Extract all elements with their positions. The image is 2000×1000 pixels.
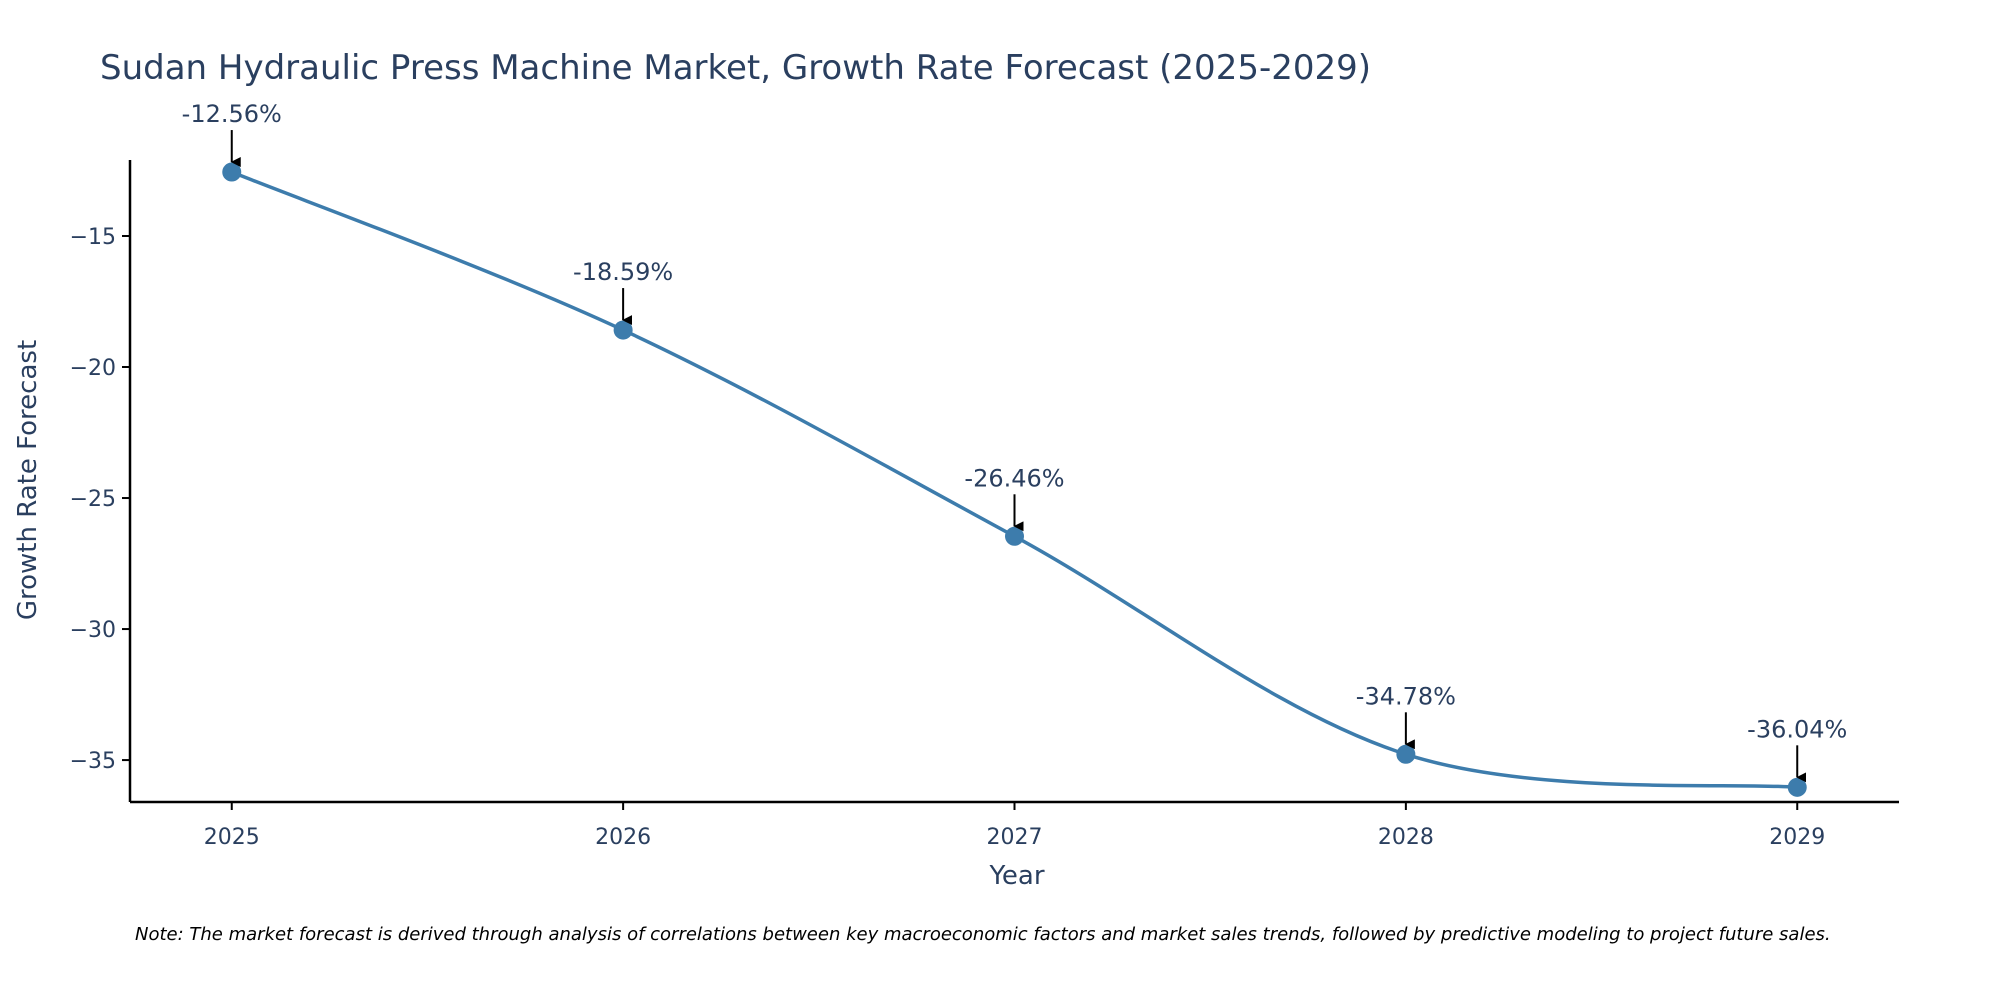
footnote: Note: The market forecast is derived thr…	[135, 924, 1831, 945]
x-tick-label: 2025	[204, 825, 260, 850]
y-tick-label: −25	[70, 487, 116, 512]
y-tick-label: −35	[70, 749, 116, 774]
data-point	[613, 320, 633, 340]
data-annotations: -12.56% -18.59% -26.46% -34.78% -36.04%	[182, 100, 1847, 783]
data-label: -36.04%	[1747, 715, 1847, 743]
data-point	[222, 162, 242, 182]
x-tick-label: 2026	[595, 825, 651, 850]
y-tick-label: −30	[70, 618, 116, 643]
x-tick-label: 2028	[1378, 825, 1434, 850]
data-point	[1787, 777, 1807, 797]
x-tick-label: 2029	[1769, 825, 1825, 850]
data-point	[1005, 526, 1024, 546]
data-points	[222, 162, 1807, 797]
y-axis: −15 −20 −25 −30 −35	[70, 225, 130, 774]
data-label: -26.46%	[964, 464, 1064, 492]
data-point	[1396, 744, 1416, 764]
data-label: -12.56%	[182, 100, 282, 128]
y-tick-label: −15	[70, 225, 116, 250]
chart-title: Sudan Hydraulic Press Machine Market, Gr…	[100, 48, 1371, 88]
y-axis-title: Growth Rate Forecast	[13, 340, 43, 620]
x-axis: 2025 2026 2027 2028 2029	[204, 802, 1825, 850]
data-label: -18.59%	[573, 258, 673, 286]
x-tick-label: 2027	[987, 825, 1043, 850]
x-axis-title: Year	[988, 861, 1044, 891]
y-tick-label: −20	[70, 356, 116, 381]
data-label: -34.78%	[1356, 682, 1456, 710]
